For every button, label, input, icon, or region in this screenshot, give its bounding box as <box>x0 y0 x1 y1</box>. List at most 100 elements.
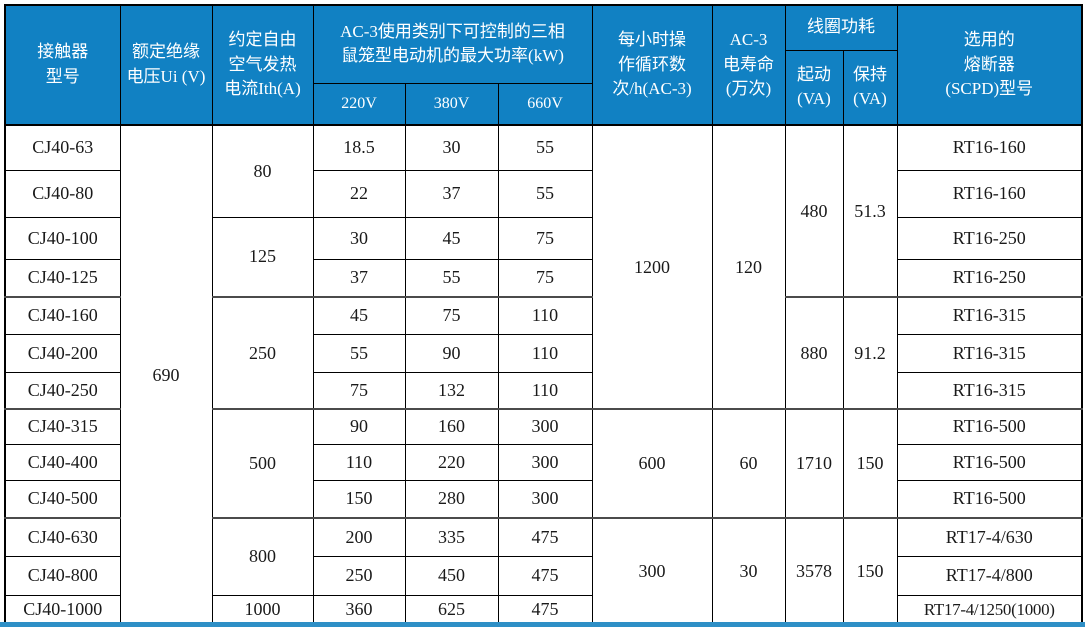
cell-p220: 150 <box>312 479 406 519</box>
table-row: CJ40-80 22 37 55 RT16-160 <box>4 169 1083 218</box>
cell-fuse: RT16-315 <box>896 333 1083 373</box>
cell-p220: 45 <box>312 296 406 335</box>
cell-p660: 110 <box>497 371 593 410</box>
cell-p660: 475 <box>497 594 593 626</box>
cell-p380: 335 <box>404 517 499 557</box>
cell-p220: 18.5 <box>312 124 406 171</box>
cell-p220: 37 <box>312 258 406 298</box>
cell-ith-1000: 1000 <box>211 594 314 626</box>
cell-model: CJ40-80 <box>4 169 121 218</box>
cell-hold-91-2: 91.2 <box>842 296 898 410</box>
cell-p660: 55 <box>497 124 593 171</box>
table-header: 接触器 型号 额定绝缘 电压Ui (V) 约定自由 空气发热 电流Ith(A) … <box>4 4 1083 126</box>
cell-p660: 75 <box>497 258 593 298</box>
cell-fuse: RT17-4/630 <box>896 517 1083 557</box>
cell-p660: 475 <box>497 555 593 596</box>
cell-p380: 625 <box>404 594 499 626</box>
cell-p660: 110 <box>497 296 593 335</box>
cell-ith-80: 80 <box>211 124 314 218</box>
cell-fuse: RT16-500 <box>896 479 1083 519</box>
header-voltage-660: 660V <box>497 82 593 126</box>
cell-p220: 110 <box>312 443 406 481</box>
table-row: CJ40-125 37 55 75 RT16-250 <box>4 258 1083 298</box>
table-row: CJ40-315 500 90 160 300 600 60 1710 150 … <box>4 408 1083 519</box>
cell-fuse: RT16-500 <box>896 443 1083 481</box>
cell-model: CJ40-500 <box>4 479 121 519</box>
cell-p380: 75 <box>404 296 499 335</box>
header-electrical-life: AC-3 电寿命 (万次) <box>711 4 786 126</box>
cell-start-480: 480 <box>784 124 844 298</box>
bottom-blue-divider <box>0 622 1085 627</box>
table-row: CJ40-250 75 132 110 RT16-315 <box>4 371 1083 410</box>
cell-model: CJ40-160 <box>4 296 121 335</box>
cell-p660: 110 <box>497 333 593 373</box>
cell-hold-51-3: 51.3 <box>842 124 898 298</box>
cell-p380: 450 <box>404 555 499 596</box>
table-row: CJ40-1000 1000 360 625 475 RT17-4/1250(1… <box>4 594 1083 626</box>
cell-p380: 45 <box>404 216 499 260</box>
cell-start-880: 880 <box>784 296 844 410</box>
cell-life-60: 60 <box>711 408 786 519</box>
cell-p220: 55 <box>312 333 406 373</box>
cell-fuse: RT17-4/1250(1000) <box>896 594 1083 626</box>
cell-p220: 75 <box>312 371 406 410</box>
cell-ith-125: 125 <box>211 216 314 298</box>
cell-fuse: RT16-315 <box>896 371 1083 410</box>
cell-p220: 90 <box>312 408 406 445</box>
header-operating-cycles: 每小时操 作循环数 次/h(AC-3) <box>591 4 713 126</box>
header-thermal-current: 约定自由 空气发热 电流Ith(A) <box>211 4 314 126</box>
cell-ops-600: 600 <box>591 408 713 519</box>
header-coil-consumption: 线圈功耗 <box>784 4 898 51</box>
cell-p660: 475 <box>497 517 593 557</box>
header-rated-insulation-voltage: 额定绝缘 电压Ui (V) <box>119 4 213 126</box>
cell-p380: 160 <box>404 408 499 445</box>
cell-p660: 55 <box>497 169 593 218</box>
cell-model: CJ40-125 <box>4 258 121 298</box>
cell-model: CJ40-250 <box>4 371 121 410</box>
cell-p660: 300 <box>497 443 593 481</box>
cell-fuse: RT16-160 <box>896 169 1083 218</box>
cell-fuse: RT16-250 <box>896 258 1083 298</box>
header-max-power: AC-3使用类别下可控制的三相 鼠笼型电动机的最大功率(kW) <box>312 4 593 84</box>
cell-fuse: RT16-250 <box>896 216 1083 260</box>
table-row: CJ40-160 250 45 75 110 880 91.2 RT16-315 <box>4 296 1083 410</box>
cell-hold-150b: 150 <box>842 517 898 626</box>
cell-p220: 250 <box>312 555 406 596</box>
cell-ops-1200: 1200 <box>591 124 713 410</box>
header-row-top: 接触器 型号 额定绝缘 电压Ui (V) 约定自由 空气发热 电流Ith(A) … <box>4 4 1083 126</box>
cell-ith-800: 800 <box>211 517 314 596</box>
header-voltage-220: 220V <box>312 82 406 126</box>
cell-model: CJ40-1000 <box>4 594 121 626</box>
header-row-mid: 起动 (VA) 保持 (VA) <box>5 49 1082 126</box>
cell-life-120: 120 <box>711 124 786 410</box>
cell-ops-300: 300 <box>591 517 713 626</box>
cell-p380: 37 <box>404 169 499 218</box>
cell-model: CJ40-630 <box>4 517 121 557</box>
header-contactor-model: 接触器 型号 <box>4 4 121 126</box>
cell-fuse: RT17-4/800 <box>896 555 1083 596</box>
cell-ith-500: 500 <box>211 408 314 519</box>
cell-life-30: 30 <box>711 517 786 626</box>
header-coil-start: 起动 (VA) <box>784 49 844 126</box>
table-row: CJ40-63 690 80 18.5 30 55 1200 120 480 5… <box>4 124 1083 626</box>
cell-model: CJ40-200 <box>4 333 121 373</box>
cell-model: CJ40-63 <box>4 124 121 171</box>
cell-p660: 75 <box>497 216 593 260</box>
header-row-voltages: 220V 380V 660V <box>5 82 1082 126</box>
header-voltage-380: 380V <box>404 82 499 126</box>
table-row: CJ40-800 250 450 475 RT17-4/800 <box>4 555 1083 596</box>
cell-ith-250: 250 <box>211 296 314 410</box>
cell-model: CJ40-100 <box>4 216 121 260</box>
table-row: CJ40-200 55 90 110 RT16-315 <box>4 333 1083 373</box>
cell-hold-150: 150 <box>842 408 898 519</box>
cell-p380: 90 <box>404 333 499 373</box>
cell-fuse: RT16-160 <box>896 124 1083 171</box>
cell-model: CJ40-400 <box>4 443 121 481</box>
cell-p380: 220 <box>404 443 499 481</box>
table-body: CJ40-63 690 80 18.5 30 55 1200 120 480 5… <box>4 124 1083 626</box>
cell-start-1710: 1710 <box>784 408 844 519</box>
header-fuse-type: 选用的 熔断器 (SCPD)型号 <box>896 4 1083 126</box>
cell-fuse: RT16-500 <box>896 408 1083 445</box>
cell-p220: 200 <box>312 517 406 557</box>
contactor-spec-table: 接触器 型号 额定绝缘 电压Ui (V) 约定自由 空气发热 电流Ith(A) … <box>4 4 1083 626</box>
